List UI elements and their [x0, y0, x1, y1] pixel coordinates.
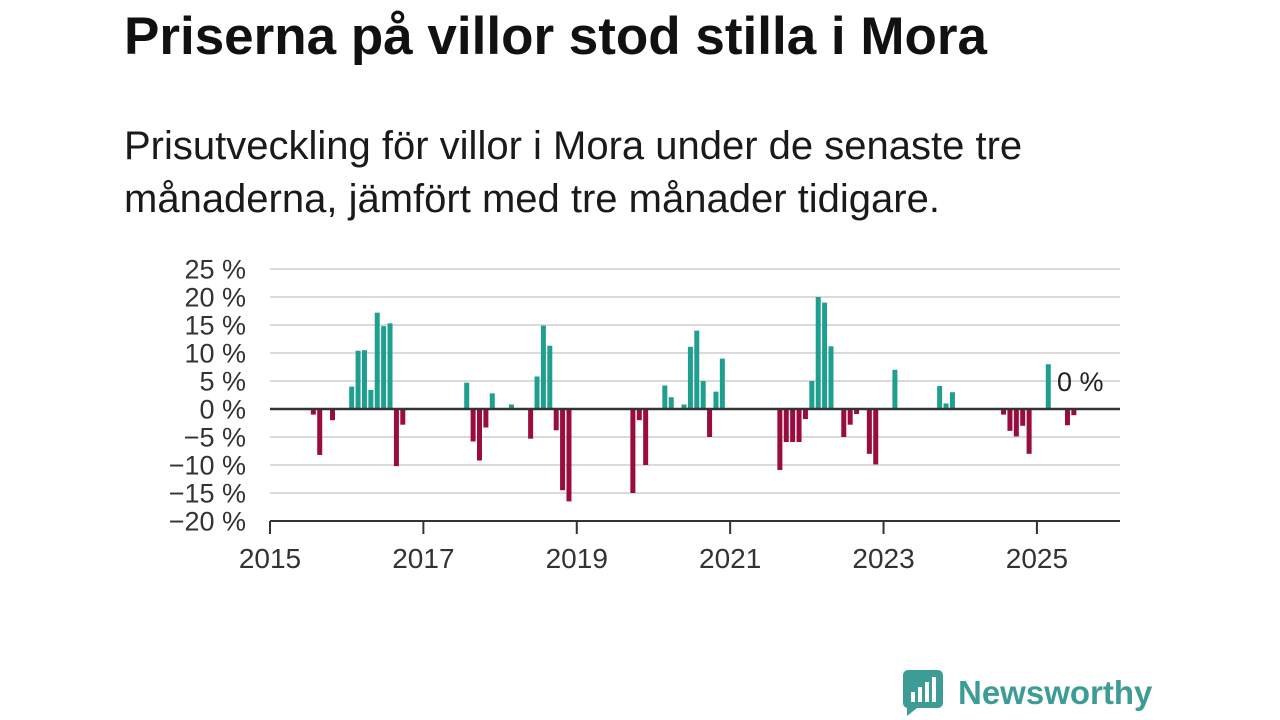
y-tick-label: 20 %: [184, 283, 246, 313]
bar: [777, 409, 783, 471]
bar: [809, 381, 815, 409]
bar: [643, 409, 649, 465]
bar: [681, 404, 687, 409]
x-tick-label: 2017: [392, 543, 454, 574]
bar: [553, 409, 559, 431]
bar: [368, 389, 374, 409]
bar: [700, 381, 706, 409]
bar: [662, 385, 668, 409]
bar: [1013, 409, 1019, 437]
x-tick-label: 2023: [852, 543, 914, 574]
bar: [815, 297, 821, 409]
x-tick-label: 2021: [699, 543, 761, 574]
bar: [802, 409, 808, 420]
bar: [566, 409, 572, 502]
bar: [943, 403, 949, 409]
bar-chart-speech-bubble-icon: [903, 670, 943, 716]
bar: [387, 323, 393, 409]
bar: [949, 392, 955, 409]
bar: [528, 409, 534, 439]
bar: [355, 350, 361, 409]
bar: [828, 346, 834, 409]
bar: [374, 312, 380, 409]
bar: [483, 409, 489, 428]
x-axis-ticks: 2015 2017 2019 2021 2023 2025: [239, 521, 1068, 574]
bar: [694, 330, 700, 409]
newsworthy-logo: Newsworthy: [903, 668, 1152, 718]
bar: [713, 391, 719, 409]
y-axis-labels: 25 %20 %15 %10 %5 %0 %−5 %−10 %−15 %−20 …: [169, 255, 246, 537]
bar: [790, 409, 796, 443]
bar: [1001, 409, 1007, 415]
bar: [534, 376, 540, 409]
bar: [636, 409, 642, 421]
y-tick-label: −15 %: [169, 479, 246, 509]
bar: [1064, 409, 1070, 426]
bar: [310, 409, 316, 415]
bar: [719, 358, 725, 409]
y-tick-label: 0 %: [199, 395, 246, 425]
bars: [310, 297, 1077, 502]
chart-subtitle: Prisutveckling för villor i Mora under d…: [124, 124, 1023, 221]
y-tick-label: 10 %: [184, 339, 246, 369]
x-tick-label: 2015: [239, 543, 301, 574]
bar: [866, 409, 872, 454]
chart-title: Priserna på villor stod stilla i Mora: [124, 7, 987, 66]
bar: [1020, 409, 1026, 426]
bar: [361, 350, 367, 409]
bar: [477, 409, 482, 461]
x-tick-label: 2019: [546, 543, 608, 574]
logo-text: Newsworthy: [958, 674, 1153, 711]
bar: [822, 302, 828, 409]
bar: [1026, 409, 1032, 454]
y-tick-label: −10 %: [169, 451, 246, 481]
bar: [937, 386, 943, 409]
bar: [540, 325, 546, 409]
bar: [892, 369, 898, 409]
bar: [687, 346, 693, 409]
bar: [783, 409, 789, 443]
bar: [349, 386, 355, 409]
bar: [317, 409, 323, 455]
bar: [1045, 364, 1051, 409]
bar: [470, 409, 476, 442]
bar: [707, 409, 713, 437]
bar: [796, 409, 802, 443]
bar: [668, 397, 674, 409]
bar: [1071, 409, 1077, 416]
y-tick-label: 25 %: [184, 255, 246, 285]
bar: [330, 409, 335, 421]
bar: [464, 382, 470, 409]
bar: [393, 409, 399, 467]
bar: [847, 409, 853, 425]
last-value-annotation: 0 %: [1057, 367, 1104, 397]
y-tick-label: −20 %: [169, 507, 246, 537]
bar: [489, 393, 495, 409]
y-tick-label: 15 %: [184, 311, 246, 341]
bar: [400, 409, 406, 425]
bar: [381, 326, 387, 409]
y-tick-label: 5 %: [199, 367, 246, 397]
bar: [630, 409, 636, 493]
bar: [841, 409, 847, 437]
bar: [873, 409, 879, 465]
bar: [854, 409, 860, 415]
bar: [1007, 409, 1013, 431]
price-change-bar-chart: 25 %20 %15 %10 %5 %0 %−5 %−10 %−15 %−20 …: [169, 255, 1120, 574]
bar: [547, 345, 553, 409]
y-tick-label: −5 %: [184, 423, 246, 453]
bar: [560, 409, 566, 491]
bar: [508, 404, 514, 409]
x-tick-label: 2025: [1006, 543, 1068, 574]
